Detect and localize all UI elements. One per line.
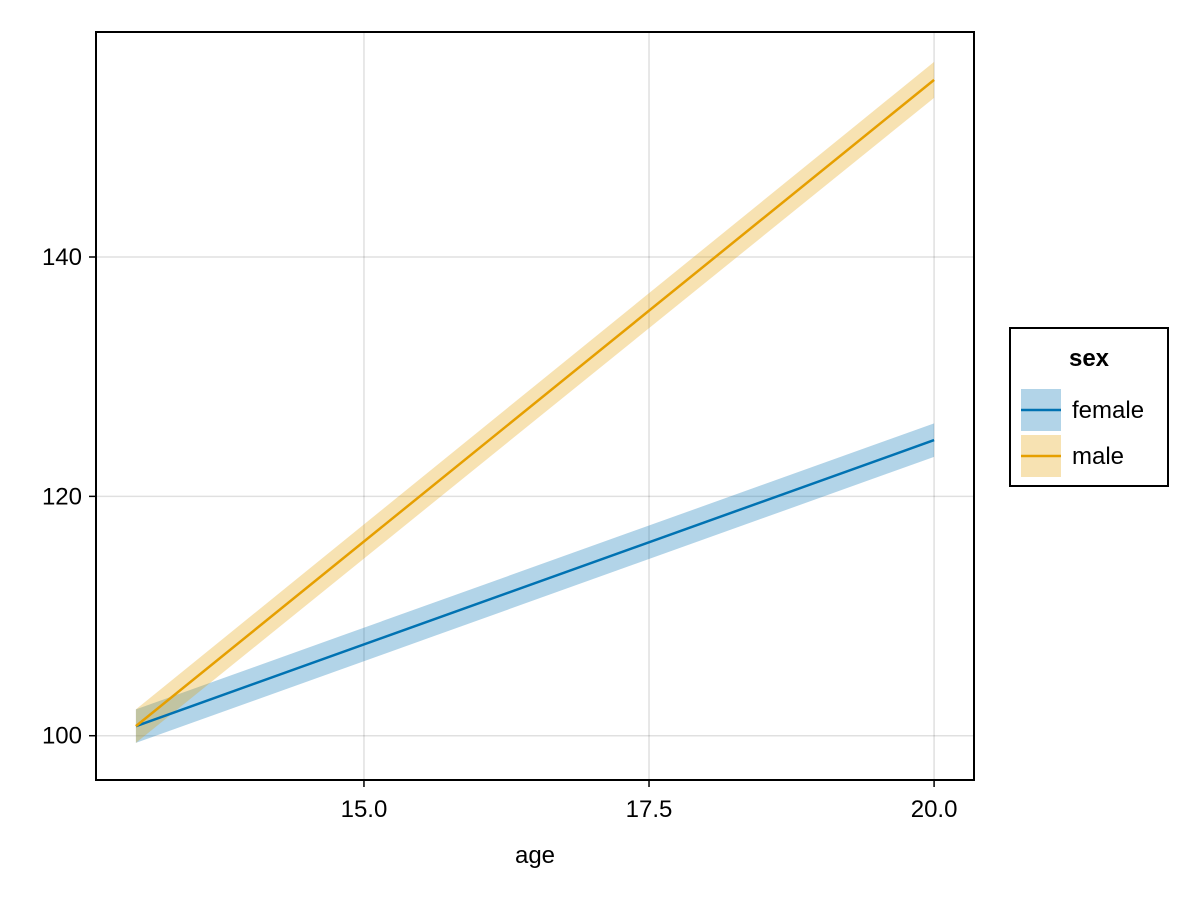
x-tick-label: 20.0 [911,796,958,823]
legend-item-male: male [1021,435,1124,477]
legend: sex female male [1009,327,1169,487]
legend-entries: female male [1021,389,1144,477]
legend-title: sex [1069,345,1110,372]
x-axis-ticks: 15.0 17.5 20.0 [341,780,958,823]
series-lines [135,78,935,728]
legend-label: male [1072,443,1124,470]
line-male [135,78,935,728]
x-axis-label: age [515,842,555,869]
x-tick-label: 15.0 [341,796,388,823]
legend-item-female: female [1021,389,1144,431]
grid-lines [96,32,974,780]
legend-box [1009,327,1169,487]
line-female [135,438,935,728]
y-axis-ticks: 100 120 140 [42,244,96,750]
plot-frame [95,31,975,781]
y-tick-label: 100 [42,723,82,750]
x-tick-label: 17.5 [626,796,673,823]
y-tick-label: 140 [42,244,82,271]
legend-label: female [1072,397,1144,424]
y-tick-label: 120 [42,483,82,510]
